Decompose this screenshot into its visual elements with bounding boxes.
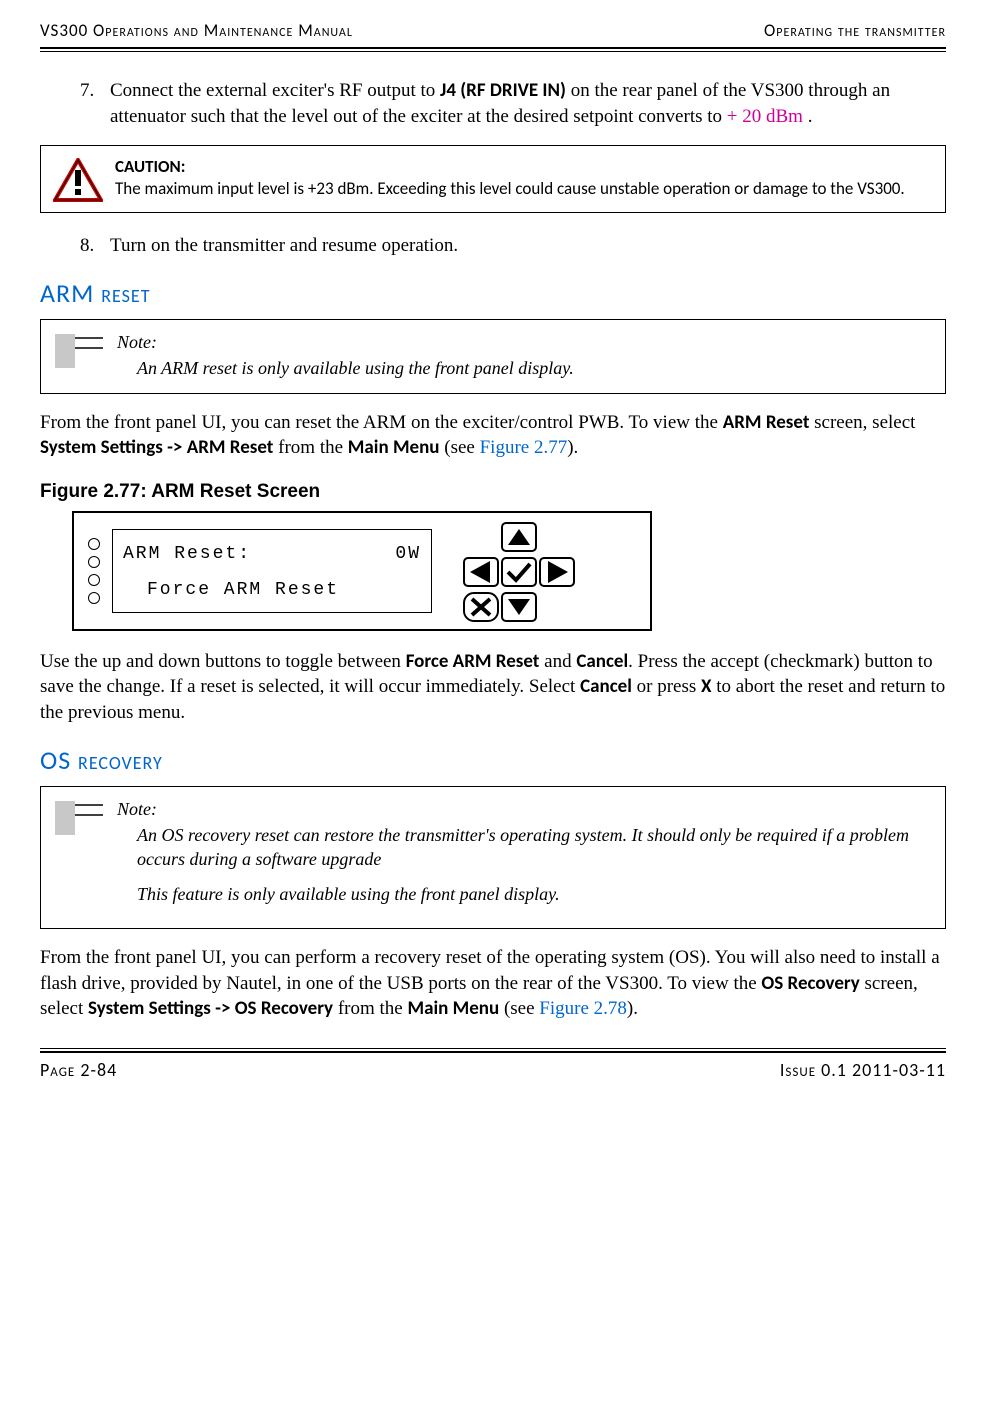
warning-icon bbox=[53, 158, 103, 202]
arm-note-label: Note: bbox=[117, 330, 574, 354]
led-4 bbox=[88, 592, 100, 604]
lcd-power: 0W bbox=[395, 536, 421, 572]
footer-rule bbox=[40, 1048, 946, 1049]
os-note-box: Note: An OS recovery reset can restore t… bbox=[40, 786, 946, 929]
footer-right: Issue 0.1 2011-03-11 bbox=[780, 1059, 946, 1081]
lcd-row-2: Force ARM Reset bbox=[123, 572, 421, 608]
figure-link-278: Figure 2.78 bbox=[539, 998, 627, 1019]
led-3 bbox=[88, 574, 100, 586]
step-8: 8. Turn on the transmitter and resume op… bbox=[80, 233, 946, 259]
lcd-panel: ARM Reset: 0W Force ARM Reset bbox=[72, 511, 652, 631]
os-note-label: Note: bbox=[117, 797, 931, 821]
step-7-text: Connect the external exciter's RF output… bbox=[110, 78, 936, 129]
page-footer: Page 2-84 Issue 0.1 2011-03-11 bbox=[40, 1051, 946, 1081]
footer-left: Page 2-84 bbox=[40, 1059, 117, 1081]
dbm-value: + 20 dBm bbox=[727, 106, 803, 127]
os-note-p2: This feature is only available using the… bbox=[137, 882, 931, 906]
os-note-p1: An OS recovery reset can restore the tra… bbox=[137, 823, 931, 872]
caution-label: CAUTION: bbox=[115, 156, 905, 178]
step-8-num: 8. bbox=[80, 233, 110, 259]
os-paragraph: From the front panel UI, you can perform… bbox=[40, 945, 946, 1022]
post-figure-paragraph: Use the up and down buttons to toggle be… bbox=[40, 649, 946, 726]
led-column bbox=[88, 538, 100, 604]
arm-paragraph: From the front panel UI, you can reset t… bbox=[40, 410, 946, 461]
lcd-row-1: ARM Reset: 0W bbox=[123, 536, 421, 572]
led-2 bbox=[88, 556, 100, 568]
page-header: VS300 Operations and Maintenance Manual … bbox=[40, 20, 946, 49]
arm-note-text: Note: An ARM reset is only available usi… bbox=[117, 330, 574, 381]
note-icon bbox=[55, 801, 103, 835]
caution-body: The maximum input level is +23 dBm. Exce… bbox=[115, 178, 905, 200]
lcd-screen: ARM Reset: 0W Force ARM Reset bbox=[112, 529, 432, 613]
figure-link-277: Figure 2.77 bbox=[480, 437, 568, 458]
figure-caption: Figure 2.77: ARM Reset Screen bbox=[40, 481, 946, 503]
caution-box: CAUTION: The maximum input level is +23 … bbox=[40, 145, 946, 213]
caution-text: CAUTION: The maximum input level is +23 … bbox=[115, 156, 905, 200]
note-icon bbox=[55, 334, 103, 368]
led-1 bbox=[88, 538, 100, 550]
arm-note-box: Note: An ARM reset is only available usi… bbox=[40, 319, 946, 394]
header-right: Operating the transmitter bbox=[764, 20, 946, 41]
os-recovery-heading: OS recovery bbox=[40, 744, 946, 776]
step-7: 7. Connect the external exciter's RF out… bbox=[80, 78, 946, 129]
lcd-title: ARM Reset: bbox=[123, 536, 251, 572]
os-note-text: Note: An OS recovery reset can restore t… bbox=[117, 797, 931, 916]
header-left: VS300 Operations and Maintenance Manual bbox=[40, 20, 353, 41]
j4-label: J4 (RF DRIVE IN) bbox=[440, 79, 566, 102]
arm-note-body: An ARM reset is only available using the… bbox=[137, 356, 574, 380]
step-8-text: Turn on the transmitter and resume opera… bbox=[110, 233, 458, 259]
dpad bbox=[444, 521, 594, 621]
step-7-num: 7. bbox=[80, 78, 110, 129]
header-rule bbox=[40, 51, 946, 52]
arm-reset-heading: ARM reset bbox=[40, 277, 946, 309]
